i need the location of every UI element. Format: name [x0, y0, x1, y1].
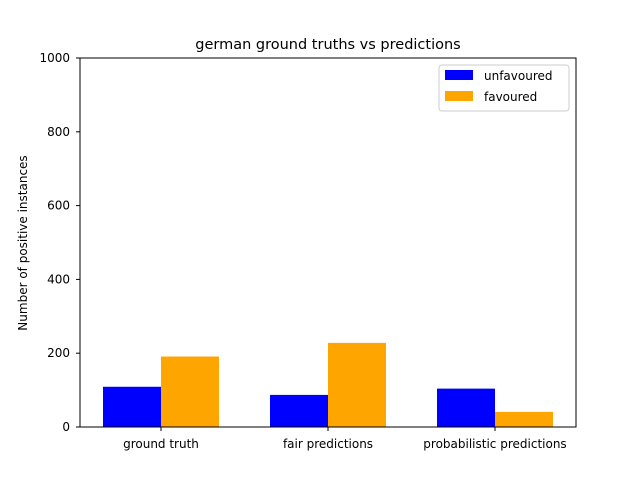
- bar-unfavoured-2: [270, 394, 328, 427]
- x-tick-label: ground truth: [123, 437, 199, 451]
- legend-swatch-unfavoured: [445, 70, 473, 80]
- y-tick-label: 0: [62, 420, 70, 434]
- y-tick-label: 800: [47, 125, 70, 139]
- bar-favoured-3: [495, 411, 553, 427]
- legend: unfavoured favoured: [438, 64, 570, 112]
- bars-group: [103, 342, 553, 427]
- bar-favoured-2: [328, 342, 386, 427]
- x-tick-label: fair predictions: [283, 437, 373, 451]
- x-axis-ticks: ground truth fair predictions probabilisti…: [123, 427, 567, 451]
- y-tick-label: 600: [47, 199, 70, 213]
- y-tick-label: 400: [47, 272, 70, 286]
- legend-label-favoured: favoured: [484, 90, 537, 104]
- legend-label-unfavoured: unfavoured: [484, 69, 553, 83]
- bar-favoured-1: [161, 356, 219, 427]
- bar-unfavoured-1: [103, 386, 161, 427]
- legend-swatch-favoured: [445, 91, 473, 101]
- bar-unfavoured-3: [437, 388, 495, 427]
- chart-title: german ground truths vs predictions: [195, 37, 460, 53]
- y-tick-label: 200: [47, 346, 70, 360]
- y-axis-label: Number of positive instances: [16, 155, 30, 330]
- x-tick-label: probabilistic predictions: [423, 437, 566, 451]
- y-tick-label: 1000: [39, 51, 70, 65]
- plot-area-frame: [79, 57, 577, 428]
- y-axis-ticks: 0 200 400 600 800 1000: [39, 51, 80, 434]
